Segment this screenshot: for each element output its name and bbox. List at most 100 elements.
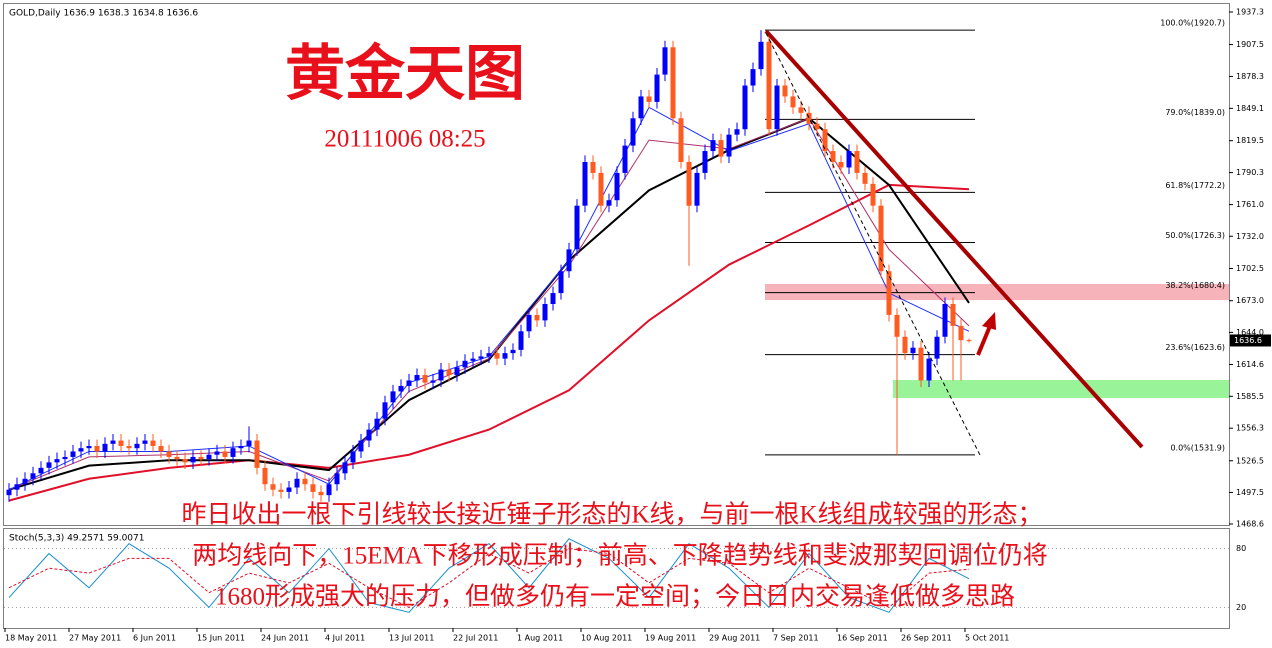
candle-body xyxy=(470,358,476,361)
candle-body xyxy=(270,484,276,490)
candle-body xyxy=(790,96,796,108)
candle-body xyxy=(566,249,572,272)
candle-body xyxy=(494,353,500,359)
chart-title: 黄金天图 xyxy=(285,41,525,107)
candle-body xyxy=(662,47,668,75)
candle-body xyxy=(558,271,564,294)
fib-label: 0.0%(1531.9) xyxy=(1170,443,1225,452)
candle-body xyxy=(966,340,972,342)
x-tick-label: 7 Sep 2011 xyxy=(773,634,819,643)
stoch-title: Stoch(5,3,3) 49.2571 59.0071 xyxy=(9,534,144,544)
candle-body xyxy=(446,369,452,375)
x-tick-label: 27 May 2011 xyxy=(69,634,121,643)
fib-label: 50.0%(1726.3) xyxy=(1165,231,1225,240)
candle-body xyxy=(918,347,924,381)
x-tick-label: 29 Aug 2011 xyxy=(709,634,760,643)
y-tick-label: 1556.3 xyxy=(1236,424,1264,433)
candle-body xyxy=(686,161,692,206)
candle-body xyxy=(454,367,460,375)
candle-body xyxy=(582,161,588,206)
y-tick-label: 1526.5 xyxy=(1236,456,1264,465)
candle-body xyxy=(54,459,60,463)
y-tick-label: 1790.3 xyxy=(1236,168,1264,177)
candle-body xyxy=(526,314,532,332)
y-tick-label: 20 xyxy=(1236,603,1246,612)
y-tick-label: 1732.0 xyxy=(1236,232,1264,241)
arrow-shaft xyxy=(976,325,992,356)
trend-line xyxy=(764,29,1144,449)
candle-body xyxy=(294,478,300,488)
candle-body xyxy=(774,85,780,130)
candle-body xyxy=(262,467,268,485)
candle-body xyxy=(838,161,844,168)
y-tick-label: 1819.5 xyxy=(1236,136,1264,145)
candle-body xyxy=(6,489,12,496)
candle-body xyxy=(614,172,620,201)
x-tick-label: 19 Aug 2011 xyxy=(645,634,696,643)
candle-body xyxy=(406,380,412,386)
zone xyxy=(765,284,1229,301)
x-tick-label: 1 Aug 2011 xyxy=(517,634,563,643)
fib-label: 61.8%(1772.2) xyxy=(1165,181,1225,190)
candle-body xyxy=(534,314,540,321)
x-tick-label: 16 Sep 2011 xyxy=(837,634,888,643)
x-tick-label: 15 Jun 2011 xyxy=(197,634,245,643)
candle-body xyxy=(398,385,404,392)
candle-body xyxy=(86,446,92,449)
candle-body xyxy=(758,41,764,70)
candle-body xyxy=(230,448,236,457)
candle-body xyxy=(318,491,324,496)
candle-body xyxy=(94,446,100,452)
y-tick-label: 1497.5 xyxy=(1236,488,1264,497)
candle-body xyxy=(870,183,876,206)
candle-body xyxy=(190,456,196,463)
y-tick-label: 1878.3 xyxy=(1236,72,1264,81)
y-tick-label: 80 xyxy=(1236,544,1246,553)
x-tick-label: 5 Oct 2011 xyxy=(965,634,1009,643)
candle-body xyxy=(542,303,548,321)
candle-body xyxy=(238,446,244,449)
candle-body xyxy=(78,448,84,452)
candle-body xyxy=(438,369,444,381)
candle-body xyxy=(198,456,204,460)
x-tick-label: 22 Jul 2011 xyxy=(453,634,498,643)
candle-body xyxy=(486,353,492,357)
candle-body xyxy=(150,440,156,447)
candle-body xyxy=(102,443,108,452)
y-tick-label: 1614.6 xyxy=(1236,360,1264,369)
y-tick-label: 1468.6 xyxy=(1236,520,1264,529)
candle-body xyxy=(702,151,708,173)
candle-body xyxy=(694,172,700,206)
y-tick-label: 1937.3 xyxy=(1236,8,1264,17)
y-tick-label: 1644.0 xyxy=(1236,328,1264,337)
x-tick-label: 26 Sep 2011 xyxy=(901,634,952,643)
candle-body xyxy=(710,140,716,152)
fib-label: 79.0%(1839.0) xyxy=(1165,108,1225,117)
zones-layer: 100.0%(1920.7) 79.0%(1839.0) 61.8%(1772.2)… xyxy=(765,19,1229,456)
candle-body xyxy=(302,478,308,485)
candle-body xyxy=(366,429,372,441)
candle-body xyxy=(358,440,364,452)
candle-body xyxy=(14,484,20,490)
chart-subtitle: 20111006 08:25 xyxy=(324,126,485,153)
candle-body xyxy=(934,336,940,359)
stoch-panel-frame xyxy=(3,528,1230,629)
candle-body xyxy=(38,467,44,474)
candle-body xyxy=(822,129,828,152)
candle-body xyxy=(590,161,596,173)
y-tick-label: 1761.0 xyxy=(1236,200,1264,209)
x-tick-label: 13 Jul 2011 xyxy=(389,634,434,643)
candle-body xyxy=(926,358,932,381)
candle-body xyxy=(334,473,340,485)
y-tick-label: 1907.5 xyxy=(1236,40,1264,49)
x-tick-label: 18 May 2011 xyxy=(5,634,57,643)
candle-body xyxy=(478,356,484,359)
candle-body xyxy=(734,129,740,135)
y-tick-label: 1702.5 xyxy=(1236,264,1264,273)
candle-body xyxy=(886,271,892,315)
candle-body xyxy=(518,331,524,350)
candle-body xyxy=(798,107,804,113)
x-tick-label: 4 Jul 2011 xyxy=(325,634,365,643)
